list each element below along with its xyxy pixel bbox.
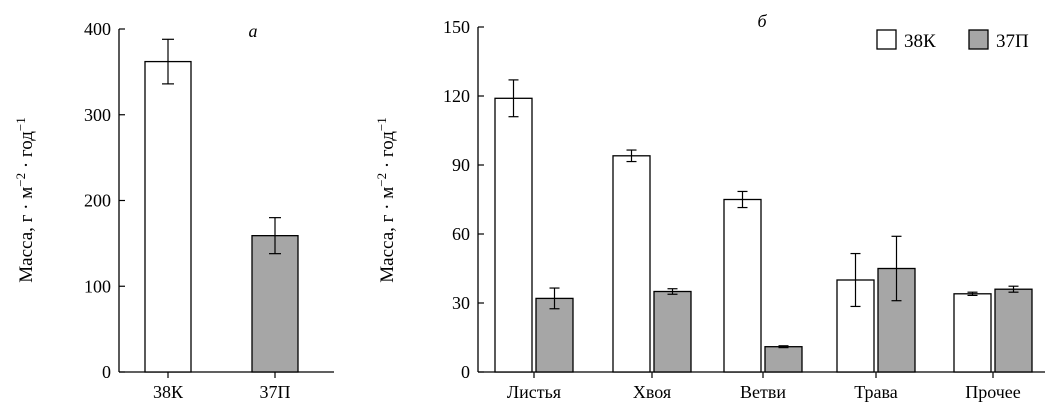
- bar: [654, 292, 691, 373]
- y-tick-label: 0: [102, 362, 111, 382]
- panel-label: б: [757, 11, 767, 31]
- x-tick-label: Листья: [507, 382, 561, 402]
- y-tick-label: 60: [452, 224, 470, 244]
- bar: [495, 98, 532, 372]
- bar: [536, 298, 573, 372]
- bar: [724, 200, 761, 373]
- y-axis-label: Масса, г · м−2 · год−1: [13, 117, 38, 282]
- legend-label: 38К: [904, 31, 936, 52]
- legend-swatch: [969, 30, 988, 49]
- bar: [252, 236, 298, 372]
- bar: [765, 347, 802, 372]
- y-tick-label: 90: [452, 155, 470, 175]
- y-tick-label: 120: [443, 86, 470, 106]
- y-tick-label: 30: [452, 293, 470, 313]
- x-tick-label: 37П: [260, 382, 291, 402]
- legend-label: 37П: [996, 31, 1029, 52]
- y-tick-label: 0: [461, 362, 470, 382]
- x-tick-label: Трава: [854, 382, 898, 402]
- panel-a: 0 100 200 300 400 а Масса, г · м−2 · год−1 38К 3…: [13, 19, 335, 402]
- x-tick-label: Хвоя: [633, 382, 671, 402]
- x-tick-label: Ветви: [740, 382, 786, 402]
- x-tick-label: 38К: [153, 382, 184, 402]
- legend-swatch: [877, 30, 896, 49]
- bar: [613, 156, 650, 372]
- panel-b: 0 30 60 90 120 150 б Масса, г · м−2 · год−1 Лист…: [374, 11, 1046, 402]
- panel-label: а: [249, 21, 258, 41]
- y-axis-label: Масса, г · м−2 · год−1: [374, 117, 399, 282]
- bar: [954, 294, 991, 372]
- y-tick-label: 300: [84, 105, 111, 125]
- y-tick-label: 100: [84, 276, 111, 296]
- y-tick-label: 400: [84, 19, 111, 39]
- bar: [145, 62, 191, 372]
- y-tick-label: 150: [443, 17, 470, 37]
- y-tick-label: 200: [84, 191, 111, 211]
- bar: [995, 289, 1032, 372]
- x-tick-label: Прочее: [965, 382, 1021, 402]
